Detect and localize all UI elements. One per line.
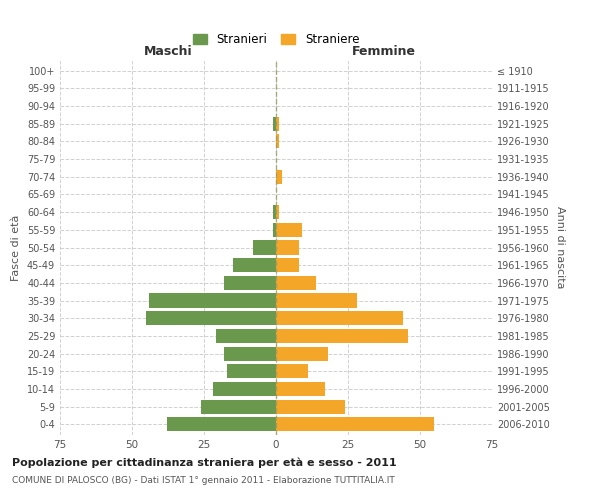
Bar bbox=[276, 418, 434, 432]
Bar bbox=[276, 134, 279, 148]
Bar bbox=[201, 400, 276, 414]
Bar bbox=[167, 418, 276, 432]
Text: COMUNE DI PALOSCO (BG) - Dati ISTAT 1° gennaio 2011 - Elaborazione TUTTITALIA.IT: COMUNE DI PALOSCO (BG) - Dati ISTAT 1° g… bbox=[12, 476, 395, 485]
Text: Maschi: Maschi bbox=[143, 45, 193, 58]
Bar bbox=[273, 222, 276, 237]
Bar bbox=[146, 311, 276, 326]
Bar bbox=[149, 294, 276, 308]
Bar bbox=[276, 329, 409, 343]
Bar bbox=[276, 382, 325, 396]
Bar bbox=[276, 240, 299, 254]
Bar bbox=[215, 329, 276, 343]
Bar bbox=[276, 170, 282, 184]
Bar bbox=[276, 276, 316, 290]
Bar bbox=[253, 240, 276, 254]
Bar bbox=[276, 222, 302, 237]
Bar bbox=[276, 116, 279, 131]
Bar bbox=[276, 294, 356, 308]
Bar bbox=[276, 364, 308, 378]
Bar bbox=[224, 276, 276, 290]
Y-axis label: Anni di nascita: Anni di nascita bbox=[555, 206, 565, 289]
Bar bbox=[273, 116, 276, 131]
Text: Femmine: Femmine bbox=[352, 45, 416, 58]
Bar bbox=[273, 205, 276, 219]
Legend: Stranieri, Straniere: Stranieri, Straniere bbox=[188, 28, 364, 51]
Bar bbox=[276, 205, 279, 219]
Bar bbox=[276, 311, 403, 326]
Text: Popolazione per cittadinanza straniera per età e sesso - 2011: Popolazione per cittadinanza straniera p… bbox=[12, 458, 397, 468]
Bar bbox=[224, 346, 276, 360]
Bar bbox=[227, 364, 276, 378]
Bar bbox=[212, 382, 276, 396]
Bar bbox=[276, 346, 328, 360]
Y-axis label: Fasce di età: Fasce di età bbox=[11, 214, 21, 280]
Bar bbox=[276, 400, 345, 414]
Bar bbox=[276, 258, 299, 272]
Bar bbox=[233, 258, 276, 272]
